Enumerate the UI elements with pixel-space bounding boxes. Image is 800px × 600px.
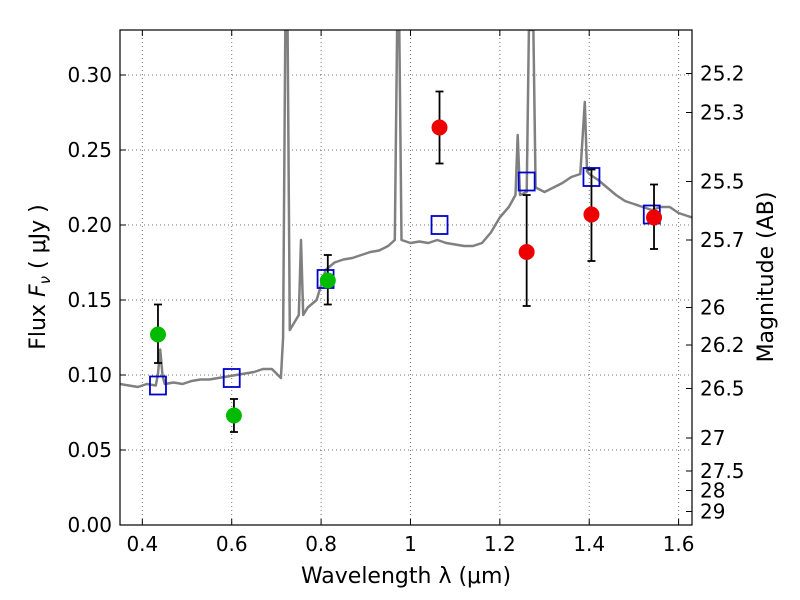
observed-point — [518, 244, 535, 260]
y-tick-label: 0.20 — [67, 213, 112, 237]
model-photometry-square — [222, 368, 241, 388]
model-photometry-square — [517, 171, 536, 192]
mag-tick-label: 26.2 — [700, 333, 745, 357]
observed-point — [149, 326, 166, 343]
mag-tick-label: 29 — [700, 500, 725, 524]
mag-tick-label: 25.2 — [700, 62, 745, 86]
mag-tick-label: 25.5 — [700, 170, 745, 194]
axes: 0.4 0.6 0.8 1 1.2 1.4 1.6 0.00 0.05 0.10 0.15 0.20 0… — [67, 30, 745, 556]
x-tick-label: 0.8 — [305, 532, 337, 556]
x-tick-label: 1.4 — [573, 532, 605, 556]
y-tick-label: 0.25 — [67, 138, 112, 162]
observed-point — [646, 209, 663, 226]
mag-tick-label: 28 — [700, 479, 725, 503]
x-tick-label: 1.2 — [484, 532, 516, 556]
model-photometry-square — [149, 375, 167, 396]
mag-tick-label: 27 — [700, 426, 725, 450]
mag-tick-label: 25.7 — [700, 228, 745, 252]
observed-point — [431, 119, 448, 136]
spectrum-line — [120, 30, 692, 389]
y-axis-label: Flux Fν ( μJy ) — [26, 204, 54, 349]
observed-point — [319, 272, 336, 289]
x-tick-label: 0.4 — [126, 532, 158, 556]
y2-axis-label: Magnitude (AB) — [754, 192, 779, 363]
y-tick-label: 0.00 — [67, 513, 112, 537]
x-tick-label: 1 — [404, 532, 417, 556]
observed-point — [225, 407, 242, 424]
y-tick-label: 0.15 — [67, 288, 112, 312]
mag-tick-label: 26.5 — [700, 377, 745, 401]
y-tick-label: 0.05 — [67, 438, 112, 462]
plot-background — [120, 30, 692, 525]
x-tick-label: 0.6 — [216, 532, 248, 556]
marker-layer — [149, 90, 663, 433]
mag-tick-label: 26 — [700, 296, 725, 320]
y-tick-label: 0.10 — [67, 363, 112, 387]
x-axis-label: Wavelength λ (μm) — [301, 564, 511, 589]
observed-point — [583, 206, 600, 223]
model-photometry-square — [430, 215, 449, 235]
data-layer — [120, 30, 692, 389]
plot-frame — [119, 29, 693, 526]
mag-tick-label: 25.3 — [700, 101, 745, 125]
y-tick-label: 0.30 — [67, 63, 112, 87]
mag-tick-label: 27.5 — [700, 459, 745, 483]
x-tick-label: 1.6 — [663, 532, 695, 556]
